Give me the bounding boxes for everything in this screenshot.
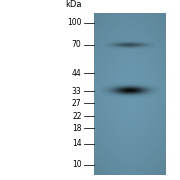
Text: 33: 33	[72, 87, 82, 96]
Text: 100: 100	[67, 18, 82, 27]
Text: 22: 22	[72, 112, 82, 121]
Text: 27: 27	[72, 99, 82, 108]
Text: 70: 70	[72, 40, 82, 49]
Text: 44: 44	[72, 69, 82, 78]
Text: kDa: kDa	[65, 0, 82, 9]
Text: 18: 18	[72, 124, 82, 133]
Text: 14: 14	[72, 139, 82, 148]
Text: 10: 10	[72, 160, 82, 169]
